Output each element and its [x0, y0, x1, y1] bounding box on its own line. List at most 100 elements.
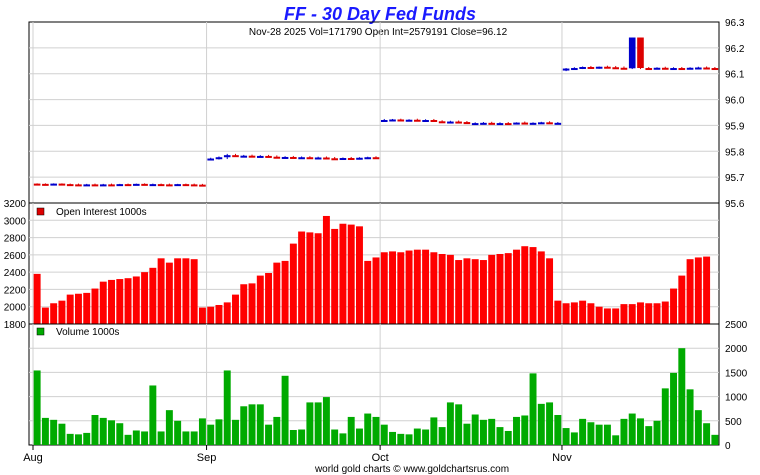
price-candle [314, 157, 322, 160]
volume-bar [661, 388, 669, 445]
volume-bar [703, 423, 711, 445]
volume-bar [149, 385, 157, 445]
price-tick-label: 95.8 [725, 147, 745, 158]
price-candle [372, 157, 380, 160]
open-interest-bar [41, 307, 49, 324]
price-candle [438, 121, 446, 124]
price-candle [281, 156, 289, 159]
chart-title: FF - 30 Day Fed Funds [284, 4, 476, 24]
open-interest-bar [603, 308, 611, 324]
volume-bar [513, 416, 520, 445]
price-candle [571, 68, 578, 71]
price-candle [50, 183, 57, 186]
price-candle [504, 123, 512, 126]
open-interest-bar [265, 273, 273, 324]
open-interest-bar [215, 304, 223, 324]
open-interest-bar [91, 288, 99, 324]
open-interest-bar [99, 281, 107, 324]
volume-tick-label: 2500 [725, 320, 748, 331]
open-interest-bar [479, 260, 487, 324]
volume-axis-labels: 2500 2000 1500 1000 500 0 [725, 320, 748, 452]
volume-tick-label: 2000 [725, 344, 748, 355]
volume-bar [446, 402, 454, 445]
open-interest-bar [678, 275, 686, 324]
volume-bar [711, 434, 719, 445]
volume-bar [537, 403, 545, 445]
open-interest-bar [108, 279, 115, 324]
open-interest-bar [174, 258, 182, 324]
price-candle [579, 66, 586, 69]
price-candle [58, 183, 66, 186]
volume-bar [289, 429, 297, 445]
open-interest-bar [116, 279, 124, 324]
price-candle [562, 68, 570, 71]
open-interest-bar [339, 223, 347, 324]
volume-bar [165, 410, 173, 445]
price-candle [347, 158, 355, 161]
price-candle [488, 122, 496, 125]
open-interest-bar [182, 258, 190, 324]
open-interest-bar [579, 300, 587, 324]
open-interest-legend-swatch [36, 207, 45, 216]
volume-bar [223, 370, 231, 445]
price-candle [190, 184, 198, 187]
volume-bar [637, 418, 644, 445]
volume-bar [215, 419, 223, 445]
price-candle [207, 158, 215, 161]
price-axis-labels: 96.3 96.2 96.1 96.0 95.9 95.8 95.7 95.6 [725, 18, 745, 210]
price-candle [339, 158, 347, 161]
open-interest-bar [422, 249, 430, 324]
volume-bar [174, 420, 182, 445]
price-candle [33, 183, 41, 186]
open-interest-bar [670, 288, 678, 324]
volume-tick-label: 1500 [725, 368, 748, 379]
volume-bar [331, 429, 339, 445]
volume-bar [521, 415, 529, 445]
price-candle [389, 119, 396, 122]
price-candle [637, 37, 644, 69]
volume-tick-label: 1000 [725, 393, 748, 404]
volume-bar [496, 427, 504, 445]
price-candle [157, 184, 165, 187]
price-candle [75, 184, 82, 187]
price-candle [521, 122, 529, 125]
volume-bar [471, 414, 479, 445]
volume-bar [355, 428, 363, 445]
volume-bar [595, 424, 603, 445]
open-interest-bar [546, 258, 554, 324]
price-candle [273, 156, 281, 159]
open-interest-tick-label: 2200 [4, 285, 27, 296]
price-candle [537, 122, 545, 125]
open-interest-bar [653, 303, 661, 324]
price-candle [199, 184, 206, 187]
volume-bar [380, 424, 388, 445]
volume-bar [74, 434, 82, 445]
price-candle [182, 184, 190, 187]
info-line: Nov-28 2025 Vol=171790 Open Int=2579191 … [249, 27, 508, 38]
open-interest-bar [612, 308, 620, 324]
price-candle [405, 119, 413, 122]
volume-bar [256, 404, 264, 445]
volume-bar [422, 429, 430, 445]
open-interest-bar [413, 249, 421, 324]
volume-bar [372, 416, 380, 445]
open-interest-bar [364, 260, 372, 324]
price-tick-label: 96.2 [725, 44, 745, 55]
open-interest-bar [165, 262, 173, 324]
price-candle [546, 122, 553, 125]
volume-bar [405, 434, 413, 445]
open-interest-tick-label: 2000 [4, 303, 27, 314]
open-interest-bar [281, 260, 289, 324]
open-interest-bar [198, 307, 206, 324]
price-candle [628, 37, 636, 69]
open-interest-bar [430, 252, 438, 324]
volume-bar [116, 423, 124, 445]
volume-bar [281, 375, 289, 445]
volume-bar [488, 418, 496, 445]
price-candle [612, 67, 619, 70]
price-candle [620, 67, 628, 70]
volume-bar [198, 418, 206, 445]
open-interest-bar [587, 303, 595, 324]
price-candle [529, 122, 537, 125]
open-interest-bar [232, 294, 239, 324]
